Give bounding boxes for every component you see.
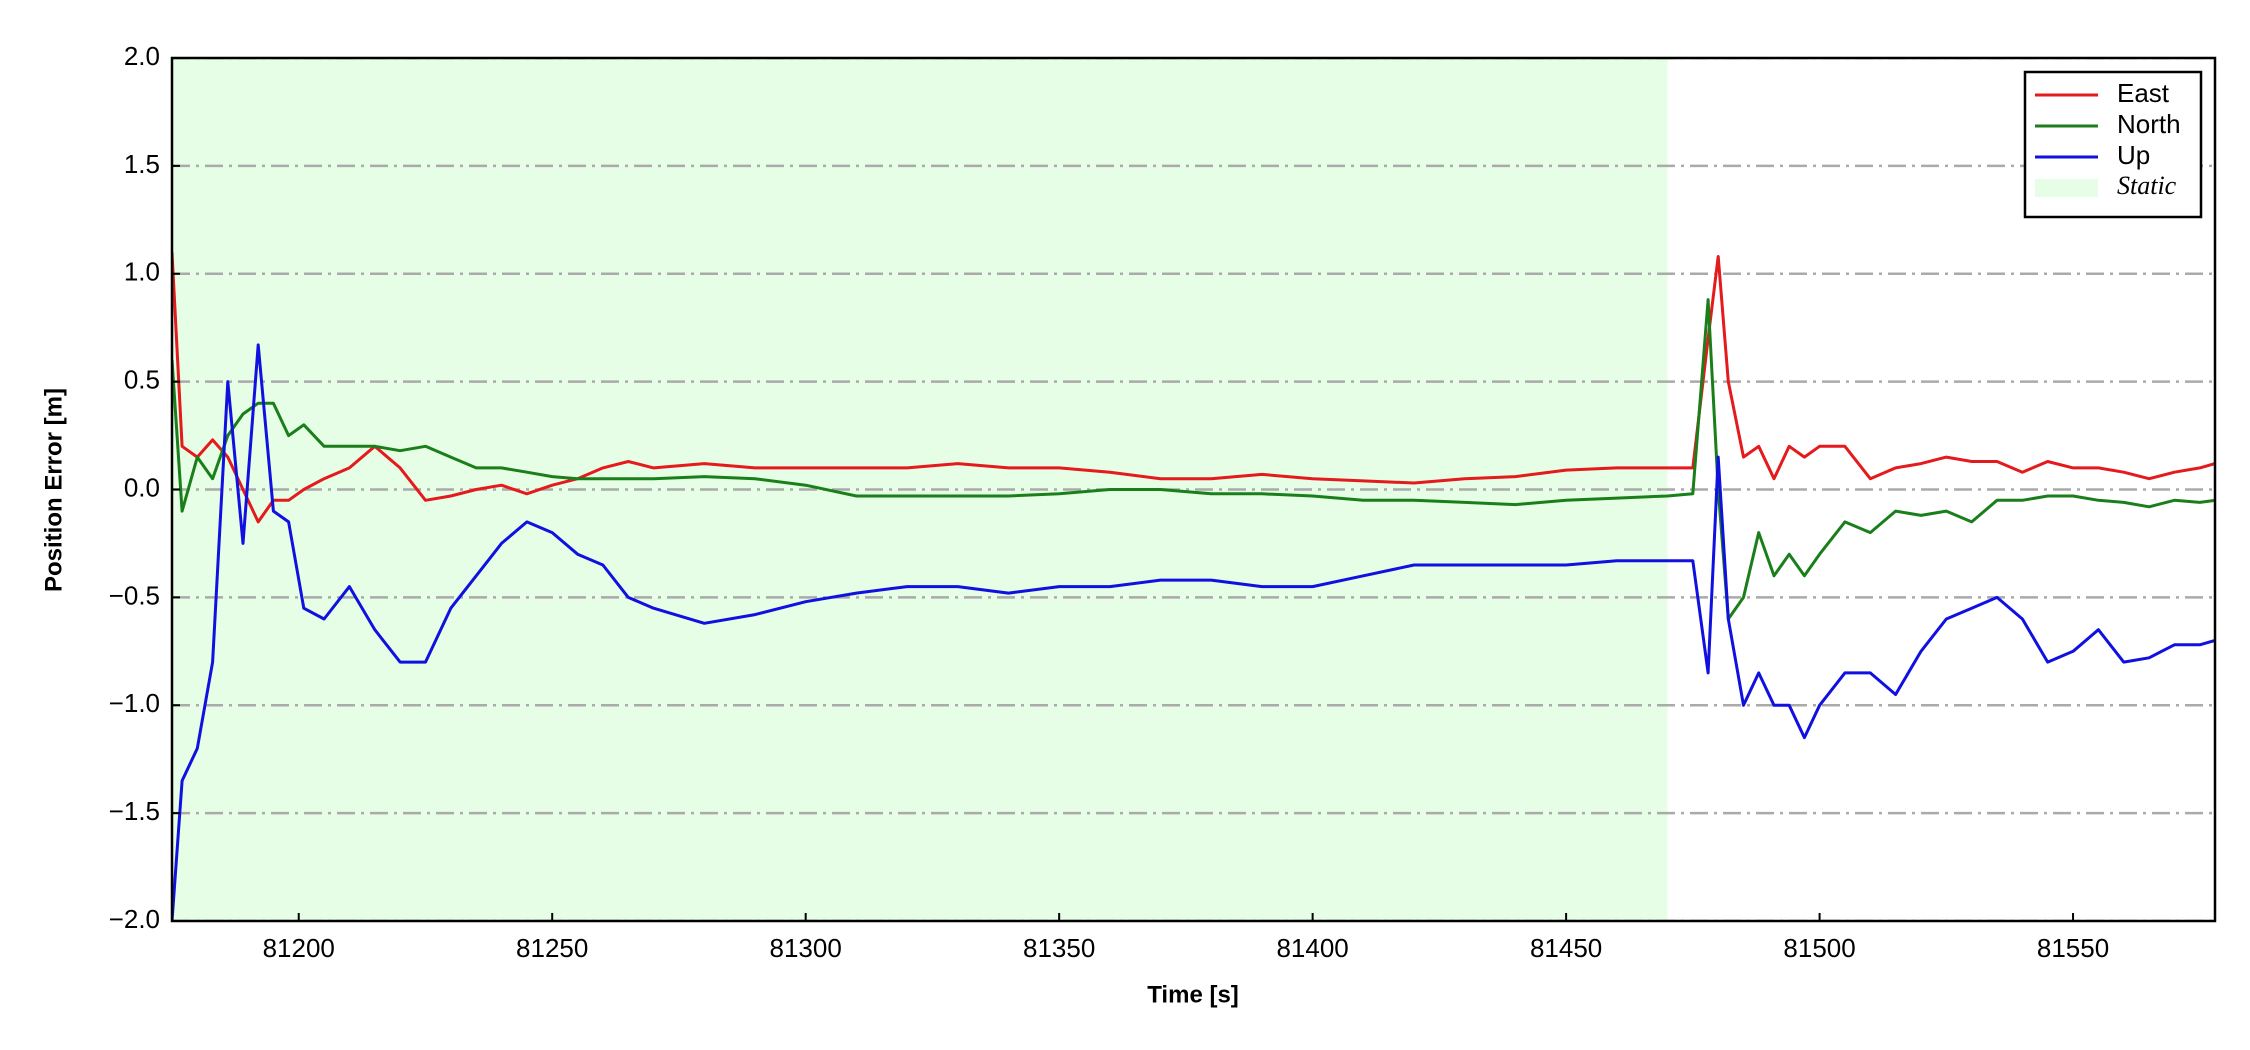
legend-swatch [2035,179,2098,197]
y-tick-label: −1.0 [109,688,160,718]
y-tick-label: 1.5 [124,149,160,179]
legend-label: Static [2117,171,2177,200]
plot-area [172,58,2215,921]
legend-label: East [2117,78,2170,108]
y-tick-label: −0.5 [109,580,160,610]
x-tick-label: 81550 [2037,933,2109,963]
x-tick-label: 81300 [770,933,842,963]
x-tick-label: 81450 [1530,933,1602,963]
y-tick-label: −2.0 [109,904,160,934]
plot-frame [170,56,2217,923]
x-tick-label: 81350 [1023,933,1095,963]
line-2 [172,343,2215,921]
y-tick-label: 0.5 [124,365,160,395]
y-tick-label: 2.0 [124,41,160,71]
y-axis-label: Position Error [m] [40,388,67,592]
y-tick-label: 1.0 [124,257,160,287]
y-tick-label: 0.0 [124,472,160,502]
x-axis-label: Time [s] [1147,981,1239,1008]
line-1 [172,298,2215,621]
x-tick-label: 81200 [263,933,335,963]
legend-label: North [2117,109,2181,139]
x-tick-label: 81250 [516,933,588,963]
y-tick-label: −1.5 [109,796,160,826]
legend-label: Up [2117,140,2150,170]
x-tick-label: 81400 [1276,933,1348,963]
x-tick-label: 81500 [1783,933,1855,963]
line-0 [172,252,2215,524]
